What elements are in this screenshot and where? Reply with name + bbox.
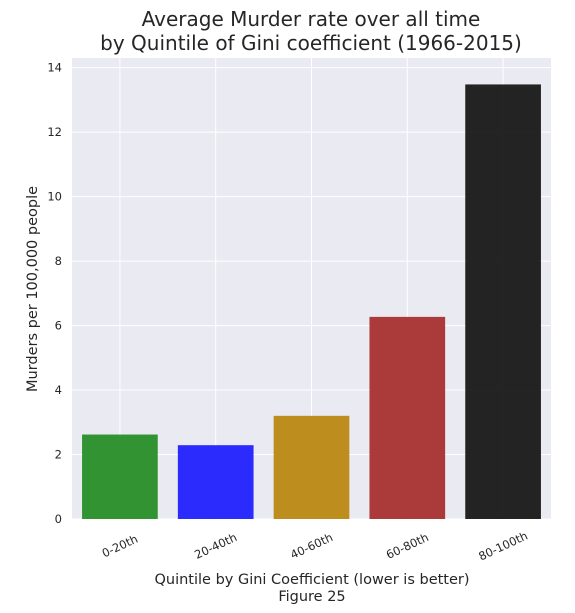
y-tick-label: 2: [55, 448, 62, 462]
y-tick-label: 6: [55, 319, 62, 333]
bar-20-40th: [177, 445, 254, 519]
bar-0-20th: [82, 434, 158, 519]
y-tick-label: 0: [55, 512, 62, 526]
y-axis-label: Murders per 100,000 people: [25, 186, 41, 392]
x-tick-label: 20-40th: [192, 530, 239, 562]
x-axis-label: Quintile by Gini Coefficient (lower is b…: [154, 572, 469, 588]
bar-60-80th: [369, 316, 446, 519]
x-tick-label: 60-80th: [384, 530, 431, 562]
chart-title-line-2: by Quintile of Gini coefficient (1966-20…: [100, 31, 522, 55]
bar-80-100th: [465, 84, 541, 519]
y-tick-labels: 0 2 4 6 8 10 12 14: [47, 61, 62, 526]
chart-title-line-1: Average Murder rate over all time: [142, 7, 481, 31]
x-tick-labels: 0-20th 20-40th 40-60th 60-80th 80-100th: [100, 529, 530, 564]
bar-40-60th: [273, 415, 350, 519]
y-tick-label: 4: [55, 383, 62, 397]
x-tick-label: 40-60th: [288, 530, 335, 562]
y-tick-label: 10: [47, 190, 62, 204]
y-tick-label: 12: [47, 125, 62, 139]
x-tick-label: 0-20th: [100, 532, 140, 561]
y-tick-label: 8: [55, 254, 62, 268]
y-tick-label: 14: [47, 61, 62, 75]
figure-caption: Figure 25: [278, 589, 345, 605]
bars-group: [82, 84, 541, 519]
x-tick-label: 80-100th: [476, 529, 530, 564]
